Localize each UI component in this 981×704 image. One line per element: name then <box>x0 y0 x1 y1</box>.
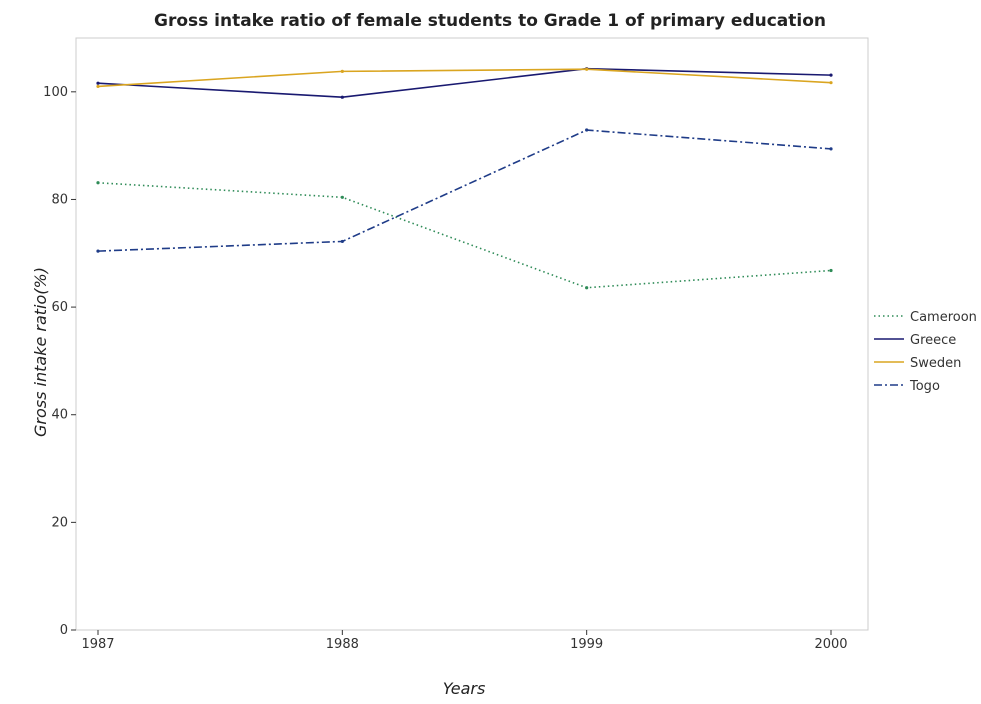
y-tick-label: 100 <box>43 85 68 100</box>
data-point-greece <box>340 95 344 99</box>
y-tick-label: 80 <box>51 192 68 207</box>
series-line-togo <box>97 129 832 252</box>
data-point-sweden <box>585 67 589 71</box>
data-point-sweden <box>96 84 100 89</box>
data-point-cameroon <box>96 181 100 185</box>
data-point-togo <box>829 147 833 151</box>
data-point-sweden <box>829 81 833 85</box>
x-tick-label: 1988 <box>326 637 359 652</box>
plot-area: 0 20 40 60 80 100 1987 1988 1999 2000 <box>43 37 869 652</box>
y-tick-label: 0 <box>60 623 68 638</box>
data-point-cameroon <box>829 268 833 273</box>
x-tick-label: 2000 <box>814 637 847 652</box>
series-line-sweden <box>97 68 832 88</box>
legend-label-togo: Togo <box>909 379 940 394</box>
series-line-greece <box>97 67 832 98</box>
legend-label-cameroon: Cameroon <box>910 310 977 325</box>
y-tick-label: 60 <box>51 300 68 315</box>
y-tick-label: 20 <box>51 515 68 530</box>
data-point-sweden <box>340 69 344 73</box>
x-tick-label: 1987 <box>81 637 114 652</box>
legend-label-sweden: Sweden <box>910 356 961 371</box>
data-point-greece <box>96 81 100 85</box>
data-point-greece <box>829 73 833 77</box>
data-point-togo <box>340 239 344 244</box>
data-point-togo <box>96 249 100 253</box>
x-tick-label: 1999 <box>570 637 603 652</box>
y-axis-label: Gross intake ratio(%) <box>31 267 50 437</box>
data-point-cameroon <box>585 286 589 290</box>
chart-title: Gross intake ratio of female students to… <box>154 11 826 31</box>
legend-label-greece: Greece <box>910 333 956 348</box>
series-line-cameroon <box>97 181 832 289</box>
x-axis-label: Years <box>443 679 486 698</box>
y-tick-label: 40 <box>51 408 68 423</box>
data-point-togo <box>585 128 589 132</box>
plot-frame <box>75 37 869 631</box>
legend: Cameroon Greece Sweden Togo <box>874 310 977 394</box>
data-point-cameroon <box>340 195 344 199</box>
